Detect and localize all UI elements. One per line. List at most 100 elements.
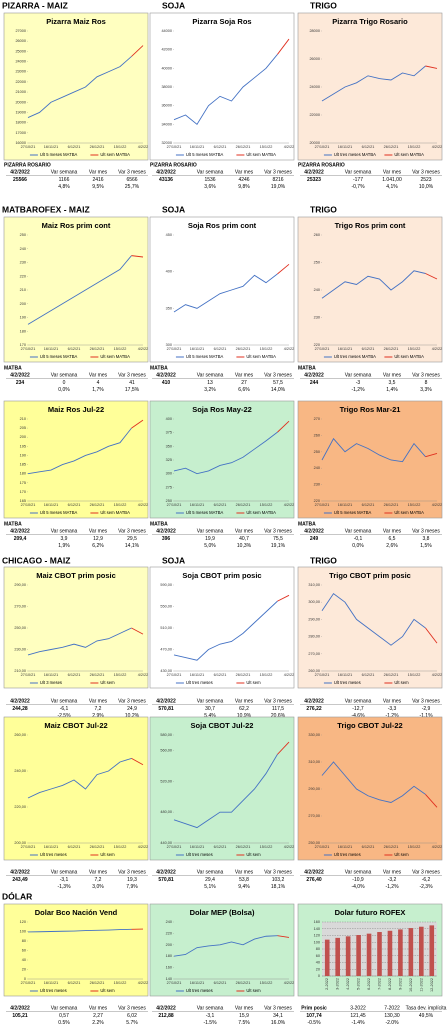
table-cell: -4,6% <box>351 713 365 719</box>
y-tick-label: 240 <box>314 466 320 470</box>
x-tick-label: 15/1/22 <box>114 503 127 507</box>
table-cell: 396 <box>162 536 171 542</box>
table-cell: 4,8% <box>58 184 70 190</box>
x-tick-label: 4/2/22 <box>432 845 443 849</box>
series-line <box>277 594 290 602</box>
table-cell: 234 <box>16 380 25 386</box>
chart-panel <box>297 566 443 689</box>
x-tick-label: 26/12/21 <box>236 347 251 351</box>
table-cell: 6566 <box>126 177 137 183</box>
y-tick-label: 580,00 <box>160 733 172 737</box>
table-cell: 14,0% <box>271 387 286 393</box>
section-header: TRIGO <box>310 204 337 214</box>
x-tick-label: 4/2/22 <box>138 673 149 677</box>
table-cell: 17,5% <box>125 387 140 393</box>
x-tick-label: 27/10/21 <box>167 981 182 985</box>
table-cell: 3,3% <box>420 387 432 393</box>
y-tick-label: 160 <box>166 966 172 970</box>
y-tick-label: 250,00 <box>14 626 26 630</box>
legend-label: Ult sem MATBA <box>100 510 130 515</box>
y-tick-label: 220 <box>166 931 172 935</box>
table-cell: 3,8 <box>423 536 430 542</box>
table-cell: 29,4 <box>205 877 215 883</box>
x-tick-label: 16/11/21 <box>44 347 59 351</box>
table-header: 4/2/2022 <box>304 169 324 175</box>
y-tick-label: 290,00 <box>308 617 320 621</box>
x-tick-label: 10-2022 <box>409 978 413 992</box>
table-cell: 244,28 <box>12 706 28 712</box>
y-tick-label: 230 <box>20 261 26 265</box>
x-tick-label: 27/10/21 <box>315 347 330 351</box>
section-header: TRIGO <box>310 0 337 10</box>
table-cell: 0,0% <box>58 387 70 393</box>
y-tick-label: 290,00 <box>14 583 26 587</box>
x-tick-label: 6/12/21 <box>68 673 81 677</box>
legend-label: Ult sem MATBA <box>246 152 276 157</box>
x-tick-label: 16/11/21 <box>190 845 205 849</box>
y-tick-label: 24000 <box>15 60 26 64</box>
y-tick-label: 280,00 <box>308 635 320 639</box>
table-cell: 9,4% <box>238 884 250 890</box>
x-tick-label: 3-2022 <box>336 978 340 990</box>
x-tick-label: 6/12/21 <box>362 145 375 149</box>
table-cell: -4,0% <box>351 884 365 890</box>
legend-label: Ult sem MATBA <box>394 510 424 515</box>
table-cell: 40,7 <box>239 536 249 542</box>
chart-panel <box>297 12 443 161</box>
table-cell: 19,9 <box>205 536 215 542</box>
table-header: Var 3 meses <box>264 698 292 704</box>
legend-label: Ult tres meses <box>186 988 213 993</box>
x-tick-label: 16/11/21 <box>44 981 59 985</box>
table-header: Var 3 meses <box>264 1005 292 1011</box>
table-cell: 1.041,00 <box>382 177 402 183</box>
table-cell: 5,1% <box>204 884 216 890</box>
y-tick-label: 590,00 <box>160 583 172 587</box>
table-cell: -1,1% <box>419 713 433 719</box>
table-cell: -2,9 <box>422 706 431 712</box>
chart-title: Trigo Ros prim cont <box>335 221 406 230</box>
table-cell: -177 <box>353 177 363 183</box>
table-cell: -1,3% <box>57 884 71 890</box>
legend-label: Ult tres meses MATBA <box>334 354 376 359</box>
y-tick-label: 60 <box>316 954 320 958</box>
y-tick-label: 170 <box>20 343 26 347</box>
x-tick-label: 6/12/21 <box>214 347 227 351</box>
x-tick-label: 11-2022 <box>419 978 423 992</box>
table-cell: 0,5% <box>58 1020 70 1024</box>
y-tick-label: 300 <box>166 343 172 347</box>
table-header: 4/2/2022 <box>304 698 324 704</box>
chart-title: Pizarra Soja Ros <box>192 17 251 26</box>
x-tick-label: 16/11/21 <box>190 673 205 677</box>
table-header: Var 3 meses <box>118 698 146 704</box>
table-header: Var 3 meses <box>412 698 440 704</box>
y-tick-label: 180 <box>166 954 172 958</box>
table-cell: 27 <box>241 380 247 386</box>
y-tick-label: 210 <box>20 288 26 292</box>
table-header: Var semana <box>345 372 372 378</box>
x-tick-label: 26/12/21 <box>90 673 105 677</box>
table-cell: 410 <box>162 380 171 386</box>
y-tick-label: 270,00 <box>308 652 320 656</box>
chart-title: Trigo CBOT Jul-22 <box>337 721 402 730</box>
chart-panel <box>149 216 295 363</box>
x-tick-label: 4/2/22 <box>432 347 443 351</box>
y-tick-label: 260 <box>314 233 320 237</box>
x-tick-label: 6/12/21 <box>214 981 227 985</box>
legend-label: Ult sem <box>246 680 261 685</box>
series-line <box>173 431 278 475</box>
chart-title: Soja Ros May-22 <box>192 405 252 414</box>
table-cell: 3,2% <box>204 387 216 393</box>
table-header: 4/2/2022 <box>304 372 324 378</box>
x-tick-label: 26/12/21 <box>236 981 251 985</box>
table-label: MATBA <box>298 365 316 371</box>
table-cell: 9,5% <box>92 184 104 190</box>
series-line <box>27 255 132 325</box>
y-tick-label: 100 <box>20 930 26 934</box>
table-cell: 30,7 <box>205 706 215 712</box>
chart-title: Soja Ros prim cont <box>188 221 257 230</box>
bar <box>387 930 393 976</box>
y-tick-label: 330,00 <box>308 733 320 737</box>
section-header: PIZARRA - MAIZ <box>2 0 68 10</box>
x-tick-label: 4/2/22 <box>284 673 295 677</box>
legend-label: Ult sem <box>394 680 409 685</box>
